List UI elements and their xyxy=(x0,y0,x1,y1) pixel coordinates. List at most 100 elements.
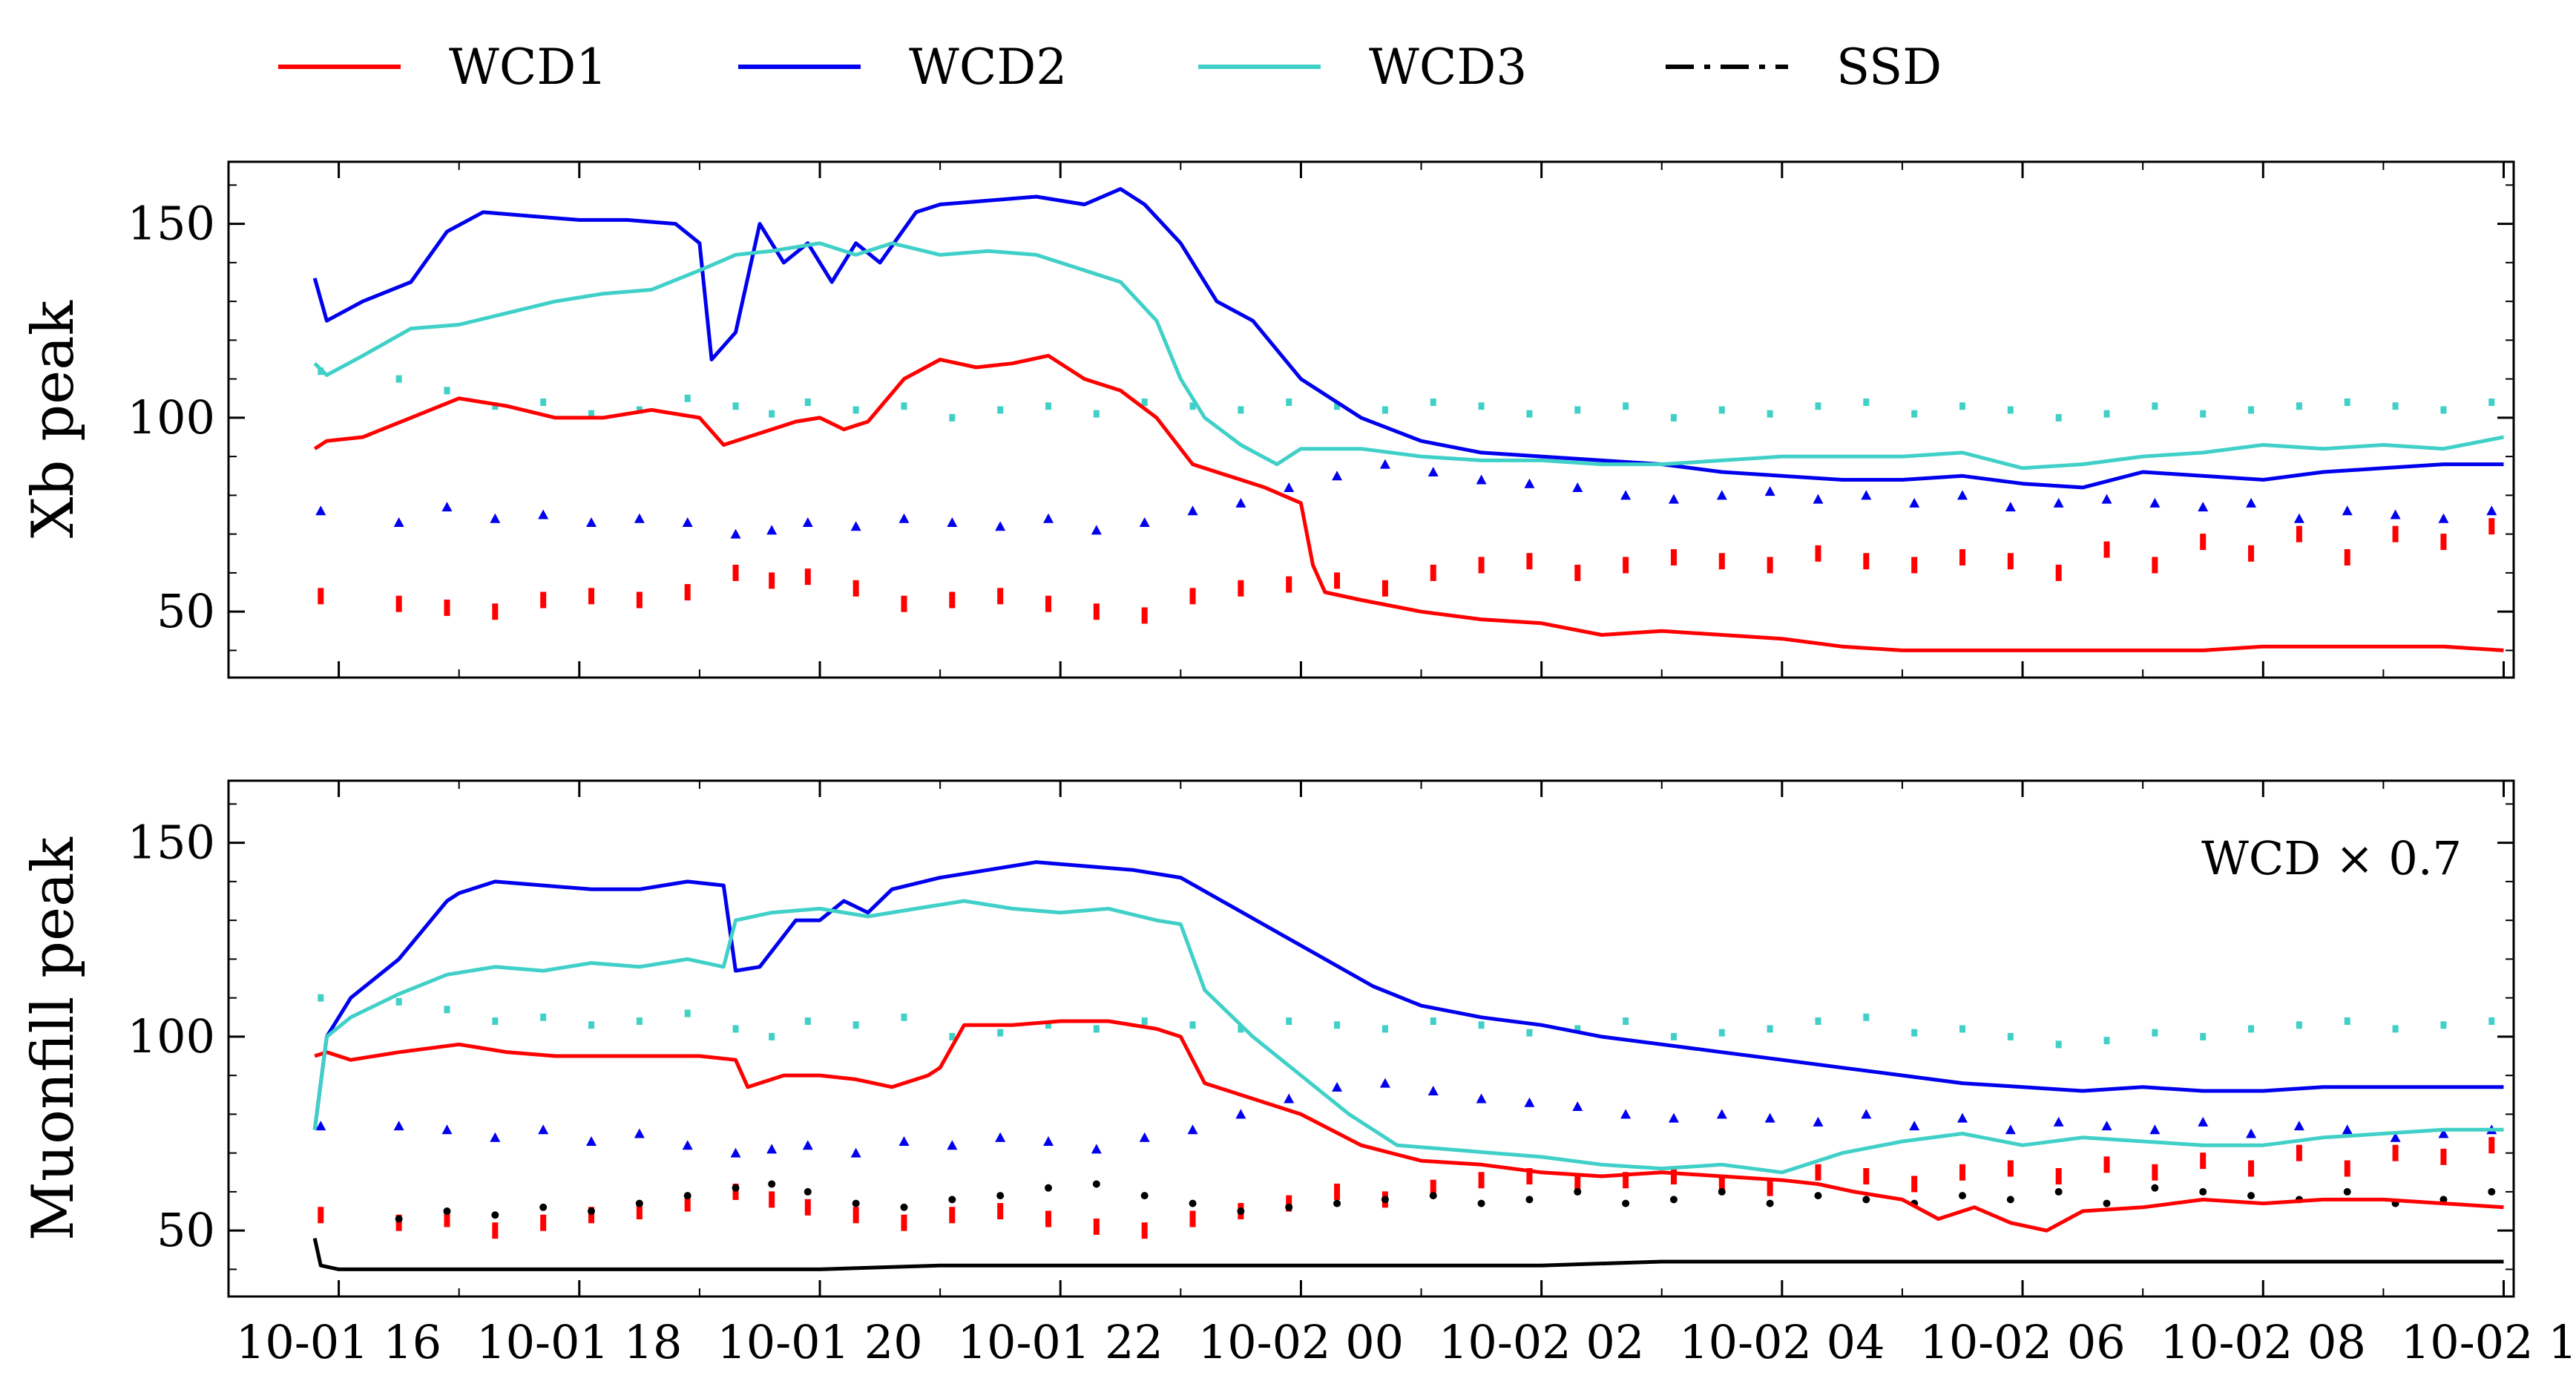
wcd3-marker xyxy=(2488,398,2495,406)
wcd3-marker xyxy=(1670,413,1677,422)
wcd3-marker xyxy=(1863,398,1870,406)
wcd1-marker xyxy=(1478,1172,1485,1189)
ssd-marker xyxy=(1574,1187,1582,1196)
wcd3-marker xyxy=(2055,413,2062,422)
x-tick-label: 10-01 20 xyxy=(717,1315,922,1369)
wcd1-marker xyxy=(1141,607,1148,624)
wcd1-marker xyxy=(1045,595,1052,612)
wcd2-marker xyxy=(2005,502,2016,512)
wcd2-marker xyxy=(2342,1124,2353,1135)
wcd3-marker xyxy=(1430,398,1436,406)
ssd-marker xyxy=(1285,1203,1293,1211)
wcd3-marker xyxy=(852,406,859,414)
wcd1-marker xyxy=(769,572,775,589)
wcd3-marker xyxy=(1767,410,1773,418)
wcd3-line xyxy=(312,899,2504,1175)
muonfill-peak-series xyxy=(312,860,2504,1271)
wcd3-marker xyxy=(1911,1029,1918,1037)
wcd2-marker xyxy=(766,1144,778,1154)
wcd2-marker xyxy=(393,517,404,527)
wcd2-marker xyxy=(802,1140,813,1150)
wcd3-marker xyxy=(492,402,499,410)
wcd2-marker xyxy=(1909,497,1920,508)
wcd1-marker xyxy=(1670,549,1677,566)
wcd2-marker xyxy=(1235,1109,1246,1119)
legend-label-wcd1: WCD1 xyxy=(449,39,607,96)
wcd1-marker xyxy=(540,1214,547,1231)
wcd2-marker xyxy=(1620,1109,1632,1119)
x-tick-label: 10-01 18 xyxy=(476,1315,682,1369)
wcd1-marker xyxy=(1526,1168,1533,1185)
legend-label-wcd3: WCD3 xyxy=(1369,39,1527,96)
wcd1-marker xyxy=(1093,1218,1100,1235)
wcd1-marker xyxy=(444,599,450,616)
ssd-marker xyxy=(1429,1192,1437,1200)
ssd-marker xyxy=(2054,1187,2063,1196)
wcd1-marker xyxy=(1381,580,1388,597)
wcd3-marker xyxy=(2103,410,2110,418)
wcd1-marker xyxy=(2488,518,2495,535)
wcd3-marker xyxy=(1286,1017,1292,1025)
wcd1-marker xyxy=(804,568,811,586)
wcd3-marker xyxy=(1334,402,1341,410)
wcd3-marker xyxy=(2055,1040,2062,1049)
wcd3-marker xyxy=(444,387,450,395)
wcd3-marker xyxy=(2152,402,2158,410)
wcd2-marker xyxy=(2486,505,2497,516)
wcd3-marker xyxy=(2296,402,2302,410)
wcd1-marker xyxy=(1815,545,1821,562)
wcd3-marker xyxy=(769,410,775,418)
wcd3-marker xyxy=(997,406,1004,414)
ssd-marker xyxy=(539,1203,548,1211)
wcd3-marker xyxy=(901,402,907,410)
wcd1-marker xyxy=(2152,557,2158,574)
wcd1-marker xyxy=(1959,1164,1966,1181)
wcd1-marker xyxy=(901,1214,907,1231)
wcd2-marker xyxy=(1284,1093,1295,1104)
wcd3-marker xyxy=(1093,410,1100,418)
wcd1-marker xyxy=(2152,1164,2158,1181)
wcd3-marker xyxy=(1334,1021,1341,1029)
x-tick-label: 10-02 04 xyxy=(1679,1315,1885,1369)
wcd3-marker xyxy=(1093,1025,1100,1033)
wcd3-marker xyxy=(1718,1029,1725,1037)
wcd1-marker xyxy=(588,588,595,605)
wcd2-marker xyxy=(2053,1116,2064,1127)
wcd3-marker xyxy=(2200,1032,2207,1040)
wcd2-marker xyxy=(1187,505,1198,516)
wcd1-marker xyxy=(1430,1179,1436,1196)
wcd2-marker xyxy=(995,1132,1006,1142)
wcd2-marker xyxy=(1284,482,1295,492)
x-tick-label: 10-01 16 xyxy=(236,1315,441,1369)
ssd-marker xyxy=(900,1203,908,1211)
wcd2-marker xyxy=(634,513,645,523)
wcd1-marker xyxy=(395,1214,402,1231)
wcd3-marker xyxy=(1959,1025,1966,1033)
wcd2-marker xyxy=(1476,474,1487,485)
wcd1-marker xyxy=(1334,572,1341,589)
wcd2-marker xyxy=(1716,1109,1727,1119)
wcd3-marker xyxy=(1238,1025,1244,1033)
wcd2-marker xyxy=(1043,513,1054,523)
wcd3-marker xyxy=(949,1032,956,1040)
wcd2-marker xyxy=(315,1121,326,1131)
ssd-marker xyxy=(1959,1192,1967,1200)
y-tick-label: 100 xyxy=(128,390,215,445)
wcd2-marker xyxy=(1861,1109,1872,1119)
ssd-marker xyxy=(1525,1196,1534,1204)
wcd2-marker xyxy=(586,517,597,527)
wcd2-marker xyxy=(1668,1112,1679,1123)
y-tick-label: 150 xyxy=(128,816,215,870)
wcd3-marker xyxy=(732,402,739,410)
wcd2-marker xyxy=(2293,1121,2304,1131)
wcd2-marker xyxy=(850,1147,861,1158)
wcd2-marker xyxy=(2198,1116,2209,1127)
wcd2-marker xyxy=(947,517,958,527)
wcd2-marker xyxy=(850,521,861,531)
wcd1-marker xyxy=(2440,1148,2447,1165)
ssd-marker xyxy=(2151,1184,2159,1192)
wcd1-marker xyxy=(444,1210,450,1227)
wcd3-marker xyxy=(2488,1017,2495,1025)
xb-peak-ylabel: Xb peak xyxy=(20,300,87,538)
ssd-marker xyxy=(683,1192,691,1200)
